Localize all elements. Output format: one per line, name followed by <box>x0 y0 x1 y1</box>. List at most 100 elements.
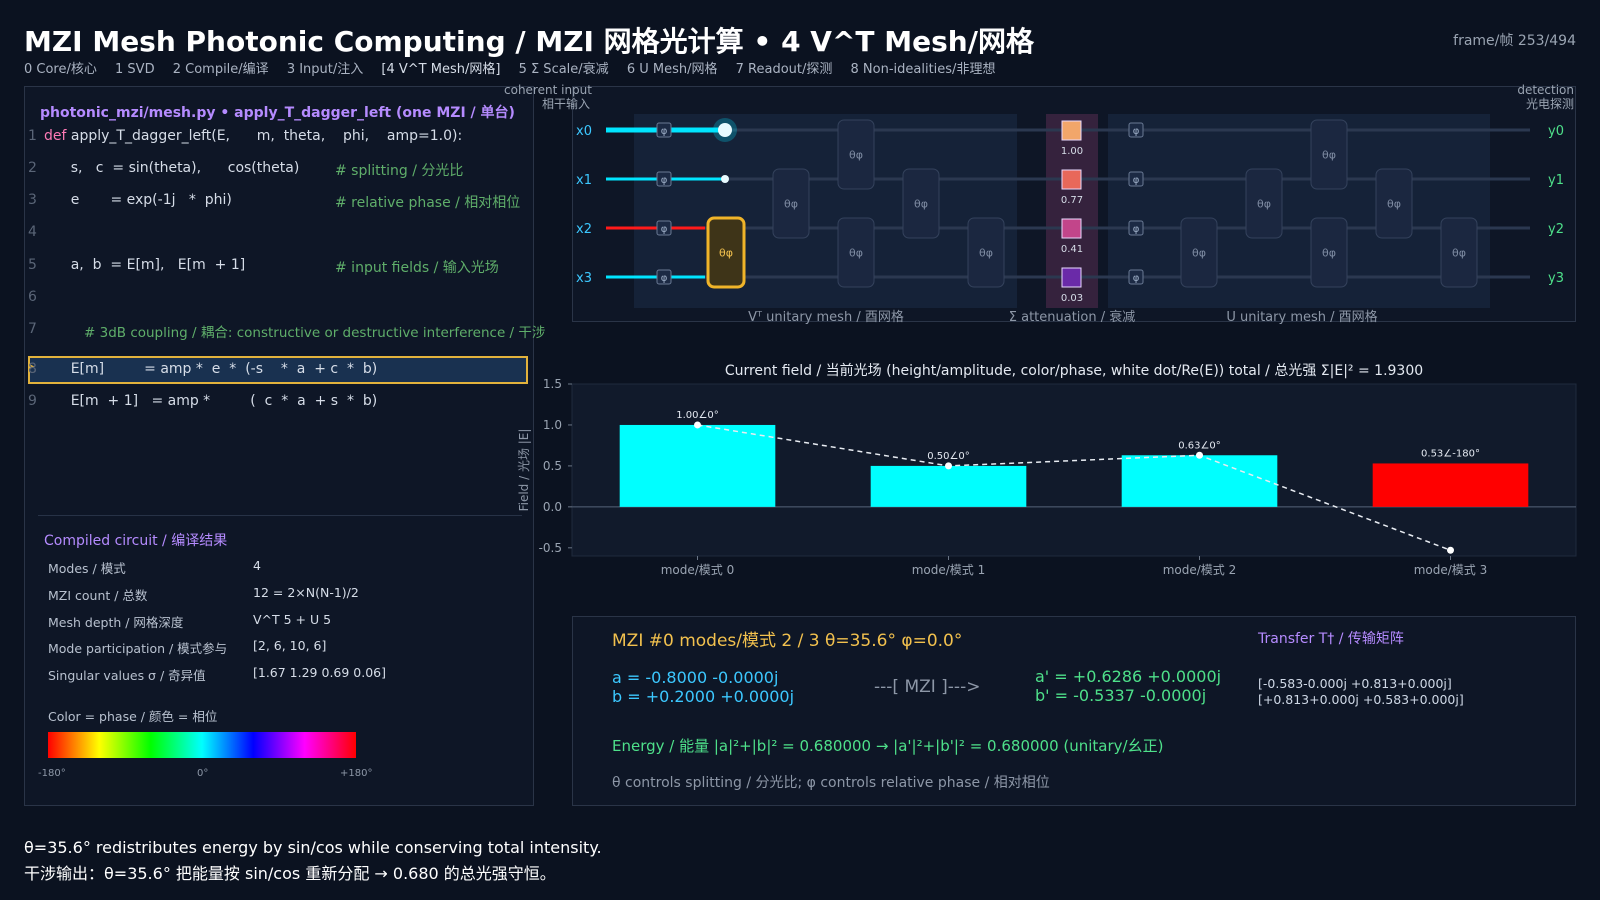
output-b: b' = -0.5337 -0.0000j <box>1035 686 1207 705</box>
line-number: 3 <box>28 192 37 208</box>
sigma-value: 0.03 <box>1061 293 1083 304</box>
mzi-block <box>837 119 875 190</box>
compiled-title: Compiled circuit / 编译结果 <box>44 533 228 549</box>
phase-shifter-label: φ <box>661 175 668 186</box>
colorbar-tick: +180° <box>340 768 373 779</box>
compiled-key: Mesh depth / 网格深度 <box>48 615 184 630</box>
code-line: 5 a, b = E[m], E[m + 1] # input fields / … <box>28 257 528 285</box>
bar-value-label: 0.50∠0° <box>927 451 970 462</box>
compiled-row: Mode participation / 模式参与 [2, 6, 10, 6] <box>48 638 326 657</box>
mzi-arrow: ---[ MZI ]---> <box>874 677 981 697</box>
caption-cn: 干涉输出：θ=35.6° 把能量按 sin/cos 重新分配 → 0.680 的… <box>24 864 556 883</box>
mzi-label: θφ <box>1387 198 1401 211</box>
compiled-value: 4 <box>253 558 261 573</box>
code-comment: # splitting / 分光比 <box>335 163 464 179</box>
mzi-block <box>1440 217 1478 288</box>
code-line: 6 <box>28 289 528 317</box>
input-port-label: x0 <box>576 124 592 139</box>
x-tick-label: mode/模式 0 <box>661 563 735 577</box>
mzi-label: θφ <box>1322 247 1336 260</box>
mzi-note: θ controls splitting / 分光比; φ controls r… <box>612 775 1050 791</box>
coherent-input-label: coherent input <box>504 83 592 97</box>
frame-counter: frame/帧 253/494 <box>1453 33 1576 49</box>
input-a: a = -0.8000 -0.0000j <box>612 668 779 687</box>
mzi-label: θφ <box>1257 198 1271 211</box>
mzi-block <box>967 217 1005 288</box>
field-amplitude-dot <box>721 175 729 183</box>
code-comment: # 3dB coupling / 耦合: constructive or des… <box>84 325 546 341</box>
compiled-value: [1.67 1.29 0.69 0.06] <box>253 665 387 680</box>
code-line: 7 # 3dB coupling / 耦合: constructive or de… <box>28 321 545 349</box>
sigma-value: 1.00 <box>1061 146 1083 157</box>
re-field-dot <box>694 421 701 429</box>
phase-shifter-label: φ <box>1133 224 1140 235</box>
compiled-row: Singular values σ / 奇异值 [1.67 1.29 0.69 0… <box>48 665 386 684</box>
detection-label: detection <box>1517 83 1574 97</box>
compiled-key: Mode participation / 模式参与 <box>48 641 228 656</box>
nav-step-2[interactable]: 2 Compile/编译 <box>172 62 269 77</box>
mzi-block <box>902 168 940 239</box>
field-amplitude-dot <box>718 123 732 137</box>
divider <box>38 515 522 516</box>
nav-step-4[interactable]: [4 V^T Mesh/网格] <box>381 62 501 77</box>
phase-shifter-label: φ <box>1133 126 1140 137</box>
code-line: 2 s, c = sin(theta), cos(theta) # splitti… <box>28 160 528 188</box>
y-tick-label: 0.0 <box>543 500 562 514</box>
nav-step-5[interactable]: 5 Σ Scale/衰减 <box>518 62 609 77</box>
nav-step-6[interactable]: 6 U Mesh/网格 <box>626 62 718 77</box>
phase-shifter-label: φ <box>1133 175 1140 186</box>
caption-en: θ=35.6° redistributes energy by sin/cos … <box>24 838 602 857</box>
compiled-key: Singular values σ / 奇异值 <box>48 668 206 683</box>
compiled-row: MZI count / 总数 12 = 2×N(N-1)/2 <box>48 585 359 604</box>
nav-step-7[interactable]: 7 Readout/探测 <box>735 62 833 77</box>
re-field-line <box>697 424 1451 551</box>
output-port-label: y2 <box>1548 222 1564 237</box>
nav-step-1[interactable]: 1 SVD <box>115 62 155 77</box>
nav-step-3[interactable]: 3 Input/注入 <box>286 62 364 77</box>
phase-shifter-icon <box>1128 269 1144 285</box>
code-text: E[m + 1] = amp * ( c * a + s * b) <box>44 393 378 409</box>
mesh-diagram: coherent input 相干输入 detection 光电探测 x0 y0x… <box>504 83 1574 325</box>
code-line: 1 def apply_T_dagger_left(E, m, theta, ph… <box>28 128 528 156</box>
code-text: s, c = sin(theta), cos(theta) <box>44 160 300 176</box>
compiled-row: Modes / 模式 4 <box>48 558 261 577</box>
sigma-attenuator <box>1061 120 1082 141</box>
phase-shifter-icon <box>656 122 672 138</box>
detection-label-cn: 光电探测 <box>1526 97 1574 111</box>
chart-title: Current field / 当前光场 (height/amplitude, … <box>724 363 1424 379</box>
color-legend-label: Color = phase / 颜色 = 相位 <box>48 709 218 724</box>
energy-line: Energy / 能量 |a|²+|b|² = 0.680000 → |a'|²… <box>612 737 1164 755</box>
y-tick-label: -0.5 <box>539 541 562 555</box>
nav-step-8[interactable]: 8 Non-idealities/非理想 <box>850 62 996 77</box>
phase-shifter-label: φ <box>661 126 668 137</box>
coherent-input-label-cn: 相干输入 <box>542 96 590 111</box>
phase-shifter-label: φ <box>661 224 668 235</box>
mzi-label: θφ <box>719 247 733 260</box>
mzi-block <box>1310 217 1348 288</box>
compiled-row: Mesh depth / 网格深度 V^T 5 + U 5 <box>48 612 331 631</box>
compiled-value: [2, 6, 10, 6] <box>253 638 327 653</box>
step-nav: 0 Core/核心 1 SVD 2 Compile/编译 3 Input/注入 … <box>24 58 1009 77</box>
sigma-attenuator <box>1061 267 1082 288</box>
bar-value-label: 0.53∠-180° <box>1421 448 1480 459</box>
output-port-label: y3 <box>1548 271 1564 286</box>
phase-shifter-icon <box>1128 220 1144 236</box>
active-mzi <box>706 216 746 289</box>
y-tick-label: 1.5 <box>543 377 562 391</box>
code-line: 3 e = exp(-1j * phi) # relative phase / 相… <box>28 192 528 220</box>
phase-shifter-label: φ <box>1133 273 1140 284</box>
re-field-dot <box>945 462 952 470</box>
input-b: b = +0.2000 +0.0000j <box>612 687 795 706</box>
bar-mode-3 <box>1372 463 1529 507</box>
code-panel <box>24 86 534 806</box>
mzi-label: θφ <box>784 198 798 211</box>
bar-mode-2 <box>1121 455 1278 507</box>
code-text: E[m] = amp * e * (-s * a + c * b) <box>44 361 378 377</box>
output-port-label: y1 <box>1548 173 1564 188</box>
mzi-detail-panel <box>572 616 1576 806</box>
u-mesh-label: U unitary mesh / 酉网格 <box>1226 309 1377 325</box>
nav-step-0[interactable]: 0 Core/核心 <box>24 62 97 77</box>
phase-shifter-icon <box>1128 171 1144 187</box>
sigma-value: 0.41 <box>1061 244 1083 255</box>
mzi-block <box>1310 119 1348 190</box>
